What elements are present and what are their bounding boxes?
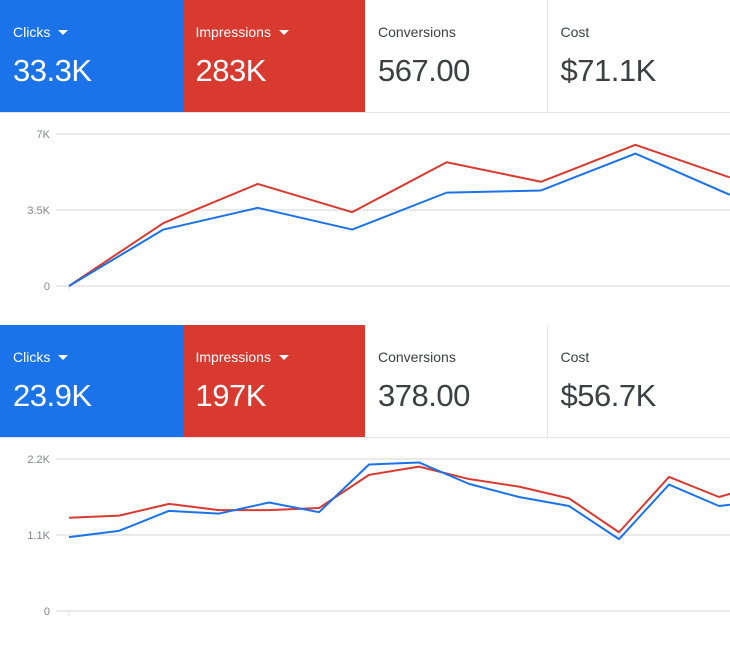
performance-panel: Clicks 33.3K Impressions 283K Conversions 567… <box>0 0 730 323</box>
metric-value: 567.00 <box>378 53 547 89</box>
series-line-clicks <box>69 462 730 539</box>
metric-card-conversions[interactable]: Conversions 567.00 <box>365 0 548 112</box>
metric-card-impressions[interactable]: Impressions 283K <box>183 0 366 112</box>
metric-card-clicks[interactable]: Clicks 33.3K <box>0 0 183 112</box>
performance-panel: Clicks 23.9K Impressions 197K Conversions 378… <box>0 325 730 649</box>
metric-label: Cost <box>561 349 590 365</box>
series-line-impressions <box>69 467 730 533</box>
metric-value: 283K <box>196 53 366 89</box>
metric-card-clicks[interactable]: Clicks 23.9K <box>0 325 183 437</box>
metric-cards: Clicks 23.9K Impressions 197K Conversions 378… <box>0 325 730 438</box>
metric-value: 33.3K <box>13 53 183 89</box>
series-line-clicks <box>69 154 730 286</box>
line-chart: 0 1.1K 2.2K <box>0 438 730 649</box>
line-chart: 0 3.5K 7K <box>0 113 730 323</box>
y-tick-label: 0 <box>44 281 50 293</box>
caret-down-icon[interactable] <box>279 355 289 360</box>
metric-value: 23.9K <box>13 378 183 414</box>
metric-label: Cost <box>561 24 590 40</box>
series-line-impressions <box>69 145 730 286</box>
y-tick-label: 2.2K <box>27 454 50 466</box>
metric-value: 378.00 <box>378 378 547 414</box>
metric-card-impressions[interactable]: Impressions 197K <box>183 325 366 437</box>
metric-value: 197K <box>196 378 366 414</box>
metric-card-cost[interactable]: Cost $71.1K <box>548 0 730 112</box>
metric-label: Conversions <box>378 24 456 40</box>
metric-label: Clicks <box>13 349 50 365</box>
metric-label: Clicks <box>13 24 50 40</box>
caret-down-icon[interactable] <box>58 30 68 35</box>
y-tick-label: 7K <box>37 129 51 141</box>
metric-card-cost[interactable]: Cost $56.7K <box>548 325 730 437</box>
caret-down-icon[interactable] <box>58 355 68 360</box>
metric-label: Impressions <box>196 349 271 365</box>
metric-value: $71.1K <box>561 53 730 89</box>
metric-card-conversions[interactable]: Conversions 378.00 <box>365 325 548 437</box>
y-tick-label: 1.1K <box>27 530 50 542</box>
y-tick-label: 3.5K <box>27 205 50 217</box>
y-tick-label: 0 <box>44 606 50 618</box>
metric-label: Conversions <box>378 349 456 365</box>
metric-label: Impressions <box>196 24 271 40</box>
metric-cards: Clicks 33.3K Impressions 283K Conversions 567… <box>0 0 730 113</box>
metric-value: $56.7K <box>561 378 730 414</box>
caret-down-icon[interactable] <box>279 30 289 35</box>
